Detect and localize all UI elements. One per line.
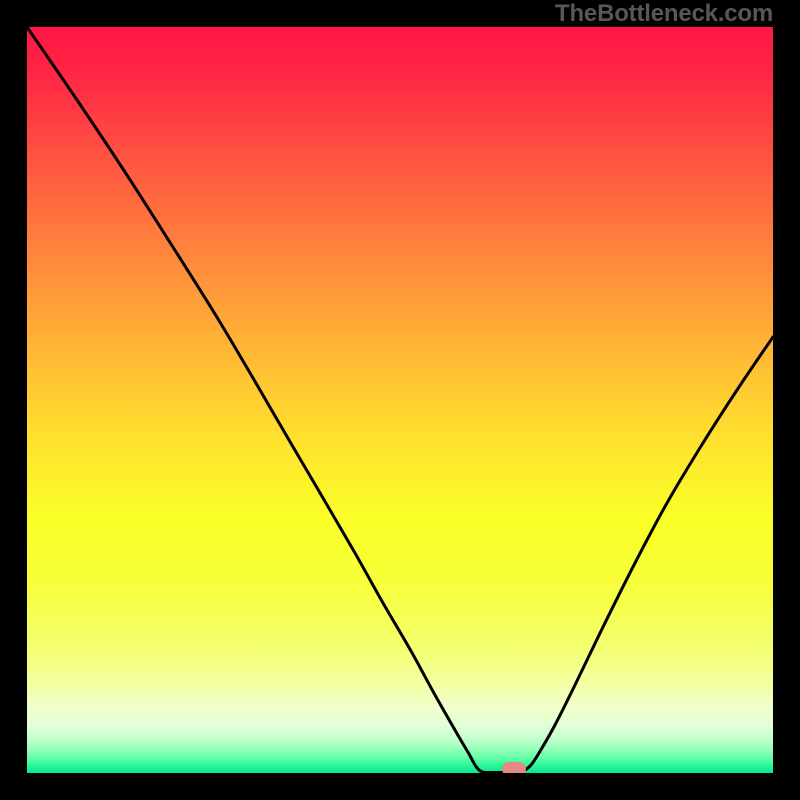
plot-area	[27, 27, 773, 773]
bottleneck-curve	[27, 27, 773, 773]
watermark-text: TheBottleneck.com	[555, 0, 773, 28]
curve-path	[27, 27, 773, 773]
optimal-point-marker	[502, 762, 526, 773]
chart-figure: { "watermark": { "text": "TheBottleneck.…	[0, 0, 800, 800]
